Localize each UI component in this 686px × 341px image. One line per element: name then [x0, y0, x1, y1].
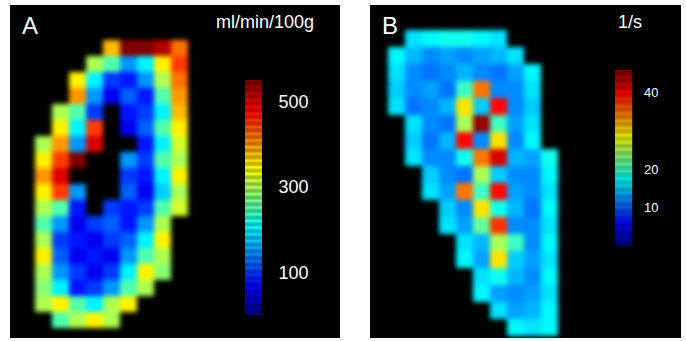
html-text:A: A [22, 12, 38, 39]
svg-text:100: 100 [279, 263, 309, 283]
svg-text:10: 10 [644, 200, 658, 215]
svg-text:500: 500 [279, 92, 309, 112]
svg-text:300: 300 [279, 177, 309, 197]
svg-text:40: 40 [644, 85, 658, 100]
html-text:B: B [382, 12, 398, 39]
html-text:1/s: 1/s [618, 12, 642, 32]
html-text:ml/min/100g: ml/min/100g [216, 12, 314, 32]
svg-text:20: 20 [644, 162, 658, 177]
